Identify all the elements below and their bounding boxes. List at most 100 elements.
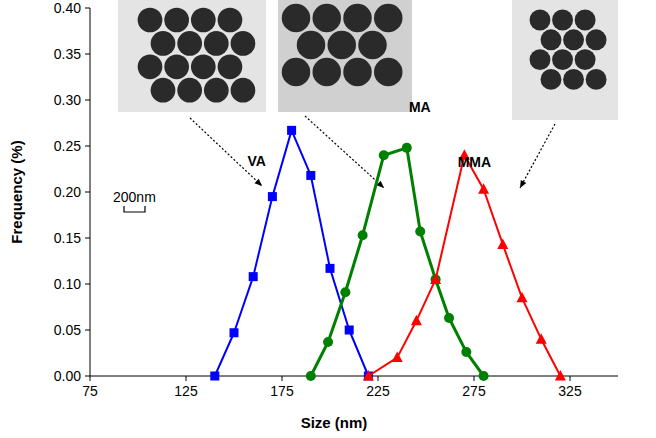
particle <box>177 78 202 103</box>
tem-inset <box>512 0 618 120</box>
marker <box>345 326 354 335</box>
marker <box>340 287 350 297</box>
particle <box>552 10 573 31</box>
y-tick <box>85 54 90 55</box>
x-tick <box>282 376 283 381</box>
marker <box>306 171 315 180</box>
particle <box>530 49 551 70</box>
y-tick <box>85 146 90 147</box>
particle <box>191 54 216 79</box>
particle <box>530 10 551 31</box>
particle <box>343 58 372 87</box>
particle <box>313 4 342 33</box>
particle <box>151 31 176 56</box>
marker <box>555 370 566 381</box>
x-tick-label: 75 <box>82 383 98 399</box>
particle <box>313 58 342 87</box>
marker <box>358 230 368 240</box>
marker <box>249 272 258 281</box>
particle <box>374 4 403 33</box>
particle <box>575 10 596 31</box>
pointer-line <box>305 116 384 188</box>
x-tick-label: 125 <box>174 383 198 399</box>
scale-bar <box>124 206 145 212</box>
particle <box>563 29 584 50</box>
particle <box>218 8 243 33</box>
x-tick <box>378 376 379 381</box>
marker <box>430 273 441 284</box>
x-tick-label: 325 <box>558 383 582 399</box>
y-tick <box>85 330 90 331</box>
particle <box>151 78 176 103</box>
tem-inset <box>278 0 412 112</box>
particle <box>164 54 189 79</box>
x-tick <box>570 376 571 381</box>
marker <box>478 183 489 194</box>
y-tick <box>85 100 90 101</box>
marker <box>415 227 425 237</box>
pointer-line <box>190 118 262 186</box>
marker <box>411 315 422 326</box>
pointer-line <box>520 124 555 188</box>
particle <box>231 78 256 103</box>
particle <box>297 31 326 60</box>
y-tick-label: 0.05 <box>54 322 81 338</box>
particle <box>204 78 229 103</box>
x-tick-label: 175 <box>270 383 294 399</box>
particle <box>575 49 596 70</box>
marker <box>287 126 296 135</box>
particle <box>358 31 387 60</box>
particle <box>231 31 256 56</box>
marker <box>517 292 528 303</box>
marker <box>497 238 508 249</box>
y-tick <box>85 8 90 9</box>
series-line <box>368 155 560 376</box>
particle <box>191 8 216 33</box>
marker <box>479 371 489 381</box>
marker <box>363 370 374 381</box>
x-axis <box>90 376 618 377</box>
x-tick-label: 225 <box>366 383 390 399</box>
particle <box>204 31 229 56</box>
marker <box>379 150 389 160</box>
x-tick-label: 275 <box>462 383 486 399</box>
y-tick <box>85 376 90 377</box>
marker <box>461 347 471 357</box>
x-tick <box>186 376 187 381</box>
tem-inset <box>118 0 266 112</box>
series-label: MMA <box>458 154 491 170</box>
y-tick-label: 0.20 <box>54 184 81 200</box>
particle <box>177 31 202 56</box>
particle <box>138 54 163 79</box>
marker <box>326 264 335 273</box>
marker <box>536 333 547 344</box>
plot-area <box>210 126 566 381</box>
pointer-head <box>520 180 526 188</box>
marker <box>210 372 219 381</box>
particle <box>218 54 243 79</box>
particle <box>164 8 189 33</box>
y-tick <box>85 192 90 193</box>
marker <box>230 328 239 337</box>
y-axis-title: Frequency (%) <box>8 140 25 243</box>
scale-bar-label: 200nm <box>113 189 156 205</box>
particle <box>343 4 372 33</box>
particle <box>282 4 311 33</box>
marker <box>268 192 277 201</box>
y-tick <box>85 238 90 239</box>
series-label: MA <box>409 99 431 115</box>
marker <box>444 313 454 323</box>
particle <box>541 29 562 50</box>
y-tick <box>85 284 90 285</box>
y-tick-label: 0.25 <box>54 138 81 154</box>
particle <box>282 58 311 87</box>
particle <box>374 58 403 87</box>
y-tick-label: 0.35 <box>54 46 81 62</box>
particle <box>138 8 163 33</box>
inset-frame <box>278 0 412 112</box>
x-tick <box>474 376 475 381</box>
y-tick-label: 0.00 <box>54 368 81 384</box>
particle <box>563 69 584 90</box>
particle <box>586 29 607 50</box>
x-axis-title: Size (nm) <box>301 414 368 431</box>
